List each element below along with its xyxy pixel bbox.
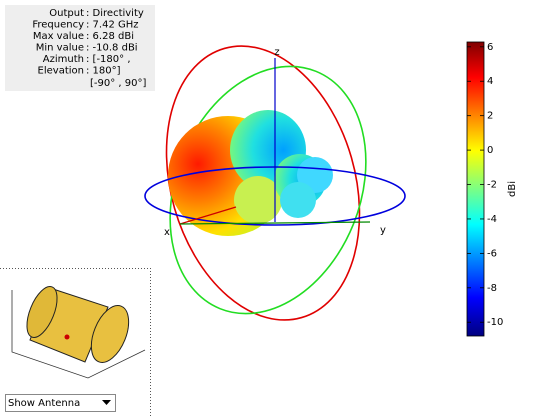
info-value: : 7.42 GHz — [86, 20, 139, 31]
dropdown-arrow[interactable] — [102, 400, 111, 405]
colorbar-label: dBi — [507, 181, 518, 197]
colorbar-tick-label: 0 — [487, 145, 493, 156]
info-value: [-90° , 90°] — [90, 78, 146, 89]
colorbar-tick-label: 6 — [487, 42, 493, 53]
x-axis-label: x — [164, 227, 170, 238]
info-value: : 180°] — [86, 66, 121, 77]
antenna-inset-border — [0, 268, 151, 418]
colorbar-tick-label: 4 — [487, 76, 493, 87]
info-label: Output — [49, 8, 84, 19]
antenna-preview — [11, 286, 146, 379]
info-label: Min value — [36, 43, 84, 54]
colorbar — [466, 41, 485, 337]
colorbar-tick-label: -2 — [487, 180, 497, 191]
colorbar-tick-label: -4 — [487, 214, 497, 225]
info-label: Max value — [33, 31, 84, 42]
pattern-lobe — [280, 182, 316, 218]
info-value: : 6.28 dBi — [86, 31, 134, 42]
y-axis — [179, 221, 371, 225]
y-axis-label: y — [380, 225, 386, 236]
info-value: : Directivity — [86, 8, 144, 19]
info-label: Azimuth — [43, 54, 84, 65]
elevation-ring-red — [165, 45, 361, 321]
x-axis — [179, 206, 237, 225]
info-label: Elevation — [38, 66, 84, 77]
pattern-lobe — [234, 176, 282, 224]
info-value: : [-180° , — [86, 54, 131, 65]
colorbar-tick-label: -6 — [487, 248, 497, 259]
colorbar-tick-label: 2 — [487, 111, 493, 122]
info-label: Frequency — [32, 20, 84, 31]
show-antenna-dropdown[interactable] — [5, 394, 116, 412]
dropdown-label: Show Antenna — [8, 398, 80, 409]
colorbar-ticks: 6 4 2 0 -2 -4 -6 -8 -10 — [467, 42, 503, 328]
z-axis-label: z — [274, 47, 279, 58]
colorbar-tick-label: -8 — [487, 283, 497, 294]
colorbar-tick-label: -10 — [487, 317, 503, 328]
info-panel — [5, 5, 155, 91]
info-value: : -10.8 dBi — [86, 43, 138, 54]
